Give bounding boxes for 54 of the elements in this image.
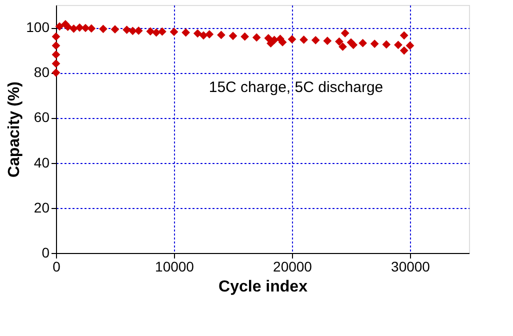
x-tick-label: 10000 — [155, 258, 194, 274]
point — [158, 27, 166, 36]
point — [382, 40, 391, 49]
point — [370, 40, 379, 48]
point — [228, 32, 238, 40]
x-axis-title: Cycle index — [218, 278, 308, 296]
y-tick-label: 40 — [34, 154, 50, 170]
point — [87, 24, 96, 33]
x-tick-label: 20000 — [273, 258, 312, 274]
point — [52, 68, 60, 77]
point — [52, 50, 60, 59]
point — [323, 36, 332, 46]
point — [340, 29, 350, 38]
point — [338, 42, 347, 51]
point — [146, 27, 155, 36]
point — [358, 38, 367, 48]
point — [128, 26, 137, 36]
x-tick-label: 0 — [52, 258, 61, 274]
point — [278, 38, 287, 46]
point — [193, 29, 202, 38]
point — [252, 33, 261, 42]
point — [300, 36, 308, 44]
y-tick-label: 100 — [26, 19, 50, 36]
point — [406, 41, 414, 50]
y-axis-title: Capacity (%) — [6, 81, 24, 178]
point — [199, 31, 208, 40]
point — [240, 32, 249, 41]
point — [288, 35, 296, 44]
point — [81, 24, 90, 32]
point — [122, 26, 131, 34]
point — [182, 28, 190, 37]
point — [349, 40, 358, 50]
point — [70, 24, 78, 33]
point — [217, 30, 226, 40]
y-tick-label: 20 — [34, 199, 50, 216]
point — [110, 25, 120, 34]
point — [400, 46, 408, 55]
point — [205, 30, 214, 38]
point — [52, 41, 60, 50]
point — [52, 32, 60, 41]
point — [64, 22, 72, 32]
y-tick-label: 60 — [34, 109, 50, 126]
annotation: 15C charge, 5C discharge — [208, 79, 384, 96]
y-tick-label: 80 — [34, 64, 50, 80]
y-tick-label: 0 — [42, 244, 50, 260]
point — [52, 59, 60, 68]
point — [55, 22, 64, 31]
point — [400, 31, 408, 40]
x-tick-label: 30000 — [391, 258, 430, 274]
point — [311, 36, 320, 44]
point — [99, 24, 108, 34]
point — [170, 28, 178, 36]
point — [394, 40, 402, 50]
point — [335, 37, 344, 46]
